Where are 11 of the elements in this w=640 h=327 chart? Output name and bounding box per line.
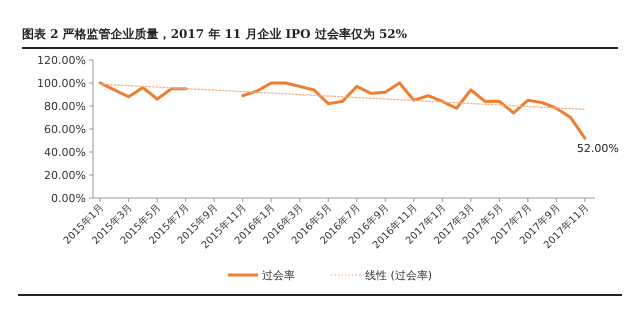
chart-title: 图表 2 严格监管企业质量，2017 年 11 月企业 IPO 过会率仅为 52% [22,26,618,49]
legend-label: 过会率 [262,269,295,282]
data-label: 52.00% [576,142,619,156]
y-tick-label: 120.00% [37,54,86,67]
y-tick-label: 40.00% [44,146,86,159]
y-tick-label: 0.00% [51,192,86,205]
legend-label: 线性 (过会率) [365,269,432,282]
y-tick-label: 20.00% [44,169,86,182]
y-tick-label: 60.00% [44,123,86,136]
y-tick-label: 100.00% [37,77,86,90]
y-tick-label: 80.00% [44,100,86,113]
